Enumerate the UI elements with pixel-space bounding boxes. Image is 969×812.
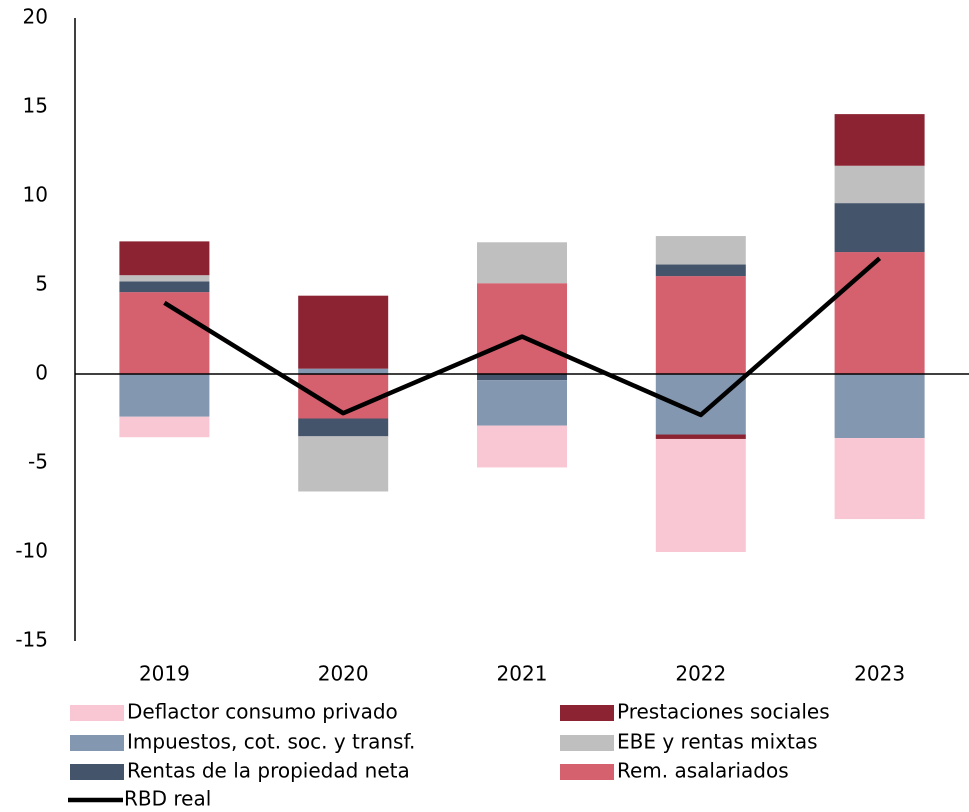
bar-segment — [834, 252, 925, 374]
bar-segment — [834, 203, 925, 253]
legend-swatch — [560, 705, 614, 721]
y-tick-label: 0 — [35, 361, 48, 385]
bar-segment — [655, 276, 746, 374]
legend-label: Rentas de la propiedad neta — [127, 759, 410, 783]
bar-segment — [655, 438, 746, 552]
bar-segment — [477, 425, 567, 468]
legend-label: Prestaciones sociales — [617, 700, 830, 724]
bar-segment — [655, 434, 746, 439]
bar-segment — [834, 165, 925, 204]
legend-swatch — [70, 764, 124, 780]
bar-segment — [119, 241, 210, 276]
bar-segment — [477, 374, 567, 381]
bar-segment — [119, 281, 210, 293]
bar-segment — [834, 438, 925, 520]
bar-segment — [119, 374, 210, 417]
legend-swatch — [560, 735, 614, 751]
bar-segment — [119, 275, 210, 282]
bar-segment — [834, 374, 925, 439]
bar-segment — [119, 292, 210, 374]
bar-segment — [298, 436, 389, 492]
y-tick-label: 5 — [35, 272, 48, 296]
y-tick-label: -10 — [15, 539, 48, 563]
legend-swatch — [560, 764, 614, 780]
bar-segment — [477, 380, 567, 426]
legend-label: Deflactor consumo privado — [127, 700, 398, 724]
bar-segment — [298, 418, 389, 437]
x-tick-label: 2020 — [318, 662, 369, 686]
legend-label: EBE y rentas mixtas — [617, 730, 818, 754]
legend-label: Rem. asalariados — [617, 759, 789, 783]
x-tick-label: 2022 — [675, 662, 726, 686]
bar-segment — [477, 283, 567, 374]
y-tick-label: 15 — [23, 94, 48, 118]
y-tick-label: -5 — [28, 450, 48, 474]
y-tick-label: 20 — [23, 5, 48, 29]
bar-segment — [298, 368, 389, 374]
bar-segment — [834, 114, 925, 166]
bar-segment — [119, 416, 210, 438]
y-tick-label: -15 — [15, 628, 48, 652]
legend-label: Impuestos, cot. soc. y transf. — [127, 730, 415, 754]
legend-label: RBD real — [124, 787, 211, 811]
legend-swatch — [70, 735, 124, 751]
x-tick-label: 2021 — [497, 662, 548, 686]
x-tick-label: 2019 — [139, 662, 190, 686]
bar-segment — [298, 295, 389, 369]
line-series — [163, 256, 882, 418]
bar-segment — [477, 242, 567, 284]
x-tick-label: 2023 — [854, 662, 905, 686]
bar-segment — [655, 236, 746, 265]
legend-swatch — [70, 705, 124, 721]
bar-segment — [655, 264, 746, 277]
y-tick-label: 10 — [23, 183, 48, 207]
bar-segment — [655, 374, 746, 435]
